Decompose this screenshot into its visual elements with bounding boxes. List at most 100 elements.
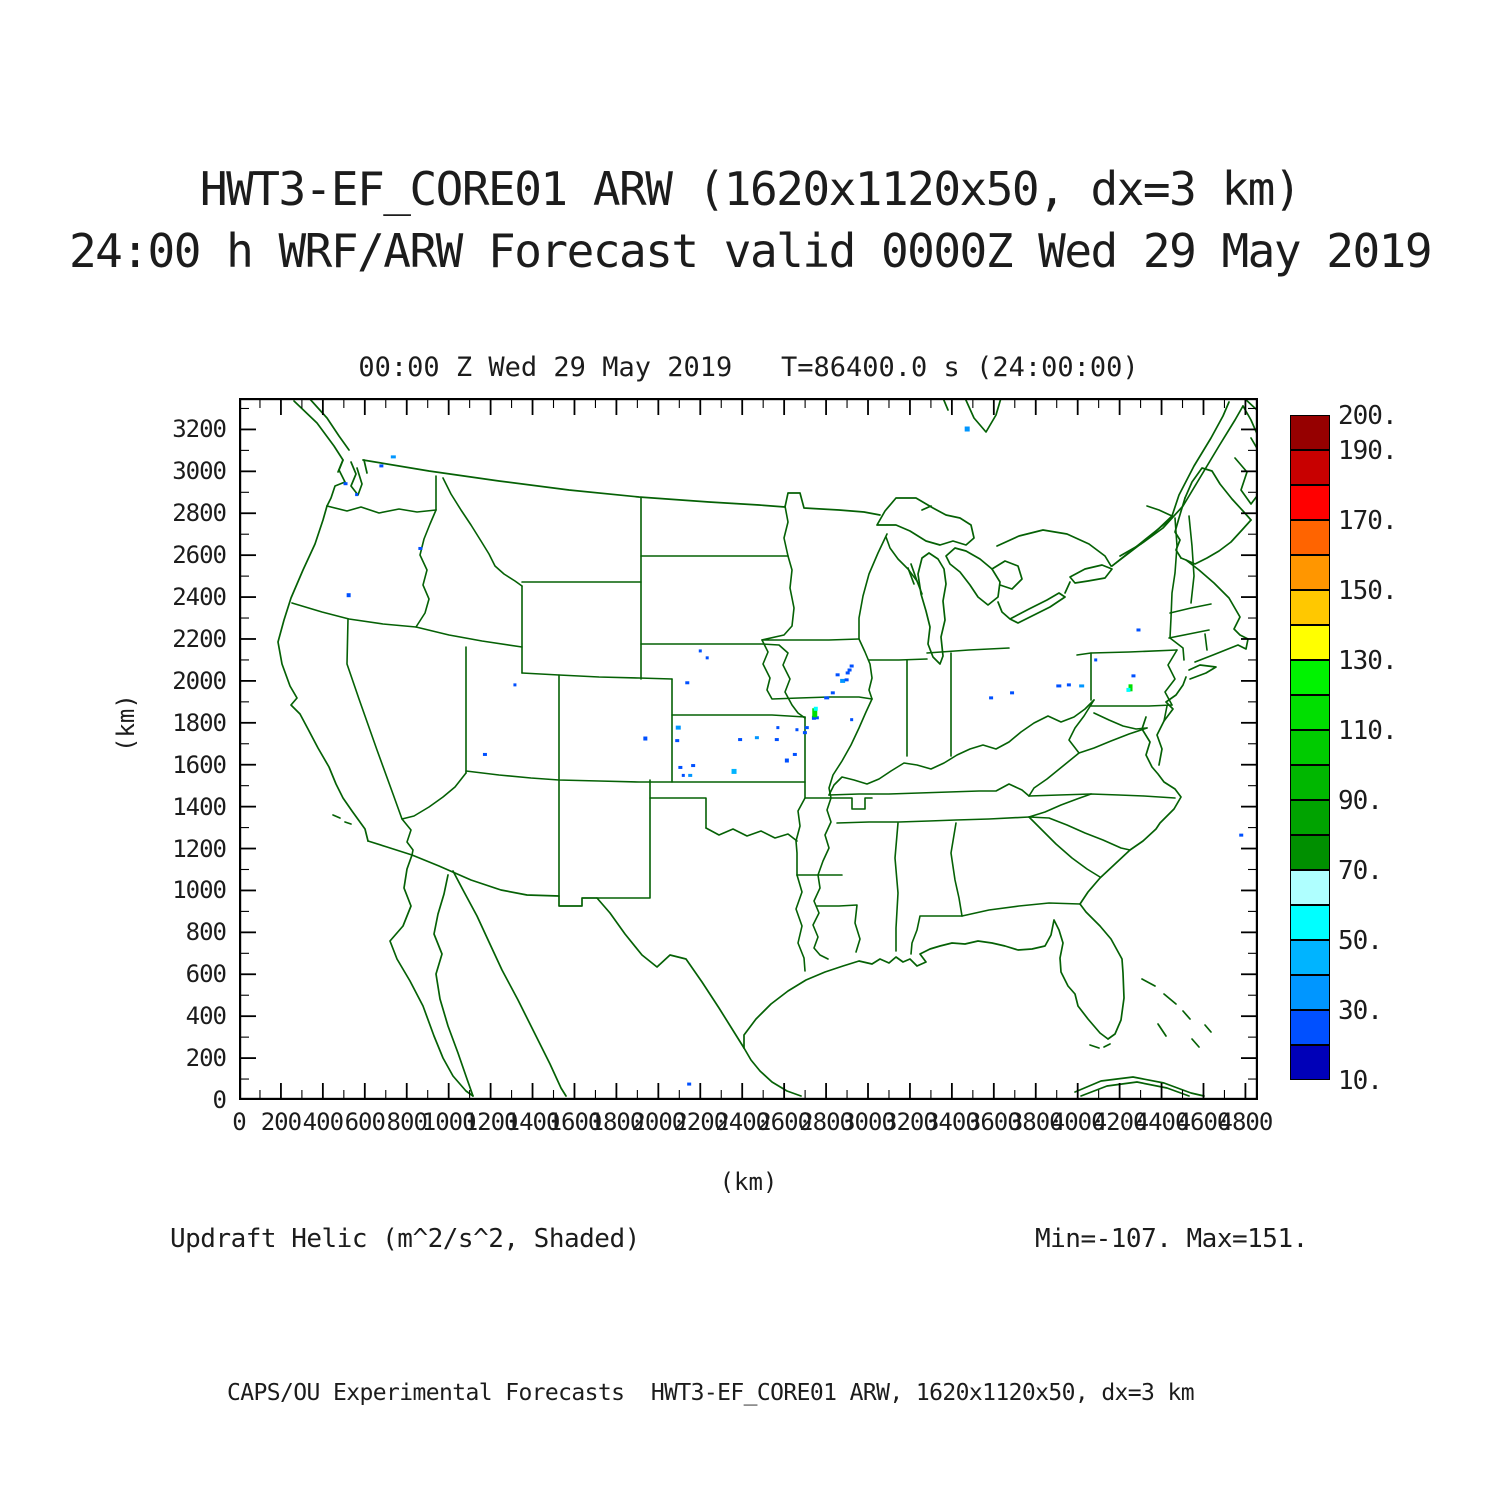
helicity-cell (845, 671, 850, 675)
x-tick-label: 2400 (715, 1108, 770, 1136)
x-tick-label: 0 (232, 1108, 246, 1136)
helicity-cell (835, 673, 840, 677)
colorbar-segment (1290, 520, 1330, 555)
x-tick-label: 1600 (547, 1108, 603, 1136)
us-map-canvas (239, 398, 1258, 1100)
helicity-cell (989, 696, 994, 700)
colorbar-segment (1290, 695, 1330, 730)
x-tick-label: 1400 (505, 1108, 561, 1136)
y-tick-label: 1200 (172, 834, 227, 863)
x-tick-label: 4400 (1134, 1108, 1190, 1136)
colorbar-tick-label: 70. (1338, 856, 1383, 886)
y-tick-label: 2800 (172, 499, 227, 528)
x-tick-label: 1800 (589, 1108, 645, 1136)
helicity-cell (830, 691, 835, 695)
helicity-cell (738, 738, 743, 742)
helicity-cell (731, 768, 737, 774)
helicity-cell (792, 752, 797, 756)
helicity-cell (355, 493, 359, 497)
colorbar-segment (1290, 975, 1330, 1010)
colorbar-tick-label: 30. (1338, 996, 1383, 1026)
helicity-cell (678, 765, 683, 769)
colorbar-segment (1290, 660, 1330, 695)
colorbar-segment (1290, 415, 1330, 450)
colorbar-segment (1290, 1010, 1330, 1045)
colorbar-segment (1290, 905, 1330, 940)
colorbar-tick-label: 130. (1338, 646, 1398, 676)
helicity-cell (681, 773, 685, 777)
helicity-cell (379, 464, 384, 468)
coastlines (277, 398, 1258, 1097)
colorbar-segment (1290, 450, 1330, 485)
colorbar-segment (1290, 485, 1330, 520)
colorbar-segment (1290, 1045, 1330, 1080)
y-tick-label: 1000 (172, 876, 227, 905)
y-tick-label: 2400 (172, 583, 227, 612)
colorbar-segment (1290, 835, 1330, 870)
helicity-cell (840, 678, 846, 683)
helicity-cell (754, 736, 759, 740)
colorbar-segment (1290, 730, 1330, 765)
x-tick-label: 800 (386, 1108, 428, 1136)
colorbar-segment (1290, 800, 1330, 835)
helicity-cell (685, 681, 690, 685)
x-tick-label: 4800 (1218, 1108, 1274, 1136)
colorbar-segment (1290, 870, 1330, 905)
helicity-cells (343, 426, 1244, 1086)
y-tick-label: 2200 (172, 624, 227, 653)
helicity-cell (804, 726, 809, 730)
helicity-cell (482, 752, 487, 756)
x-tick-label: 200 (260, 1108, 302, 1136)
x-axis-label: (km) (719, 1168, 778, 1196)
helicity-cell (513, 683, 517, 687)
helicity-cell (346, 593, 351, 598)
x-tick-label: 3000 (841, 1108, 896, 1136)
helicity-cell (849, 664, 854, 668)
colorbar (1290, 415, 1330, 1080)
helicity-cell (1079, 684, 1085, 688)
y-tick-label: 1800 (172, 708, 227, 737)
helicity-cell (343, 482, 348, 486)
helicity-cell (691, 764, 696, 768)
helicity-cell (1136, 628, 1141, 632)
helicity-cell (643, 736, 648, 741)
x-tick-label: 3400 (924, 1108, 980, 1136)
helicity-cell (418, 546, 423, 550)
helicity-cell (847, 668, 852, 672)
x-tick-label: 600 (344, 1108, 386, 1136)
page-title: HWT3-EF_CORE01 ARW (1620x1120x50, dx=3 k… (199, 162, 1302, 216)
x-tick-label: 2600 (757, 1108, 812, 1136)
y-tick-label: 400 (185, 1002, 227, 1031)
helicity-cell (698, 649, 702, 653)
great-lakes (876, 497, 1113, 665)
helicity-cell (675, 725, 681, 730)
x-tick-label: 1200 (463, 1108, 519, 1136)
x-tick-label: 3600 (966, 1108, 1022, 1136)
y-axis-label: (km) (112, 694, 140, 752)
y-tick-label: 600 (185, 960, 227, 989)
helicity-cell (1131, 674, 1136, 678)
x-tick-label: 2200 (673, 1108, 728, 1136)
helicity-cell (675, 739, 680, 743)
map-plot (239, 398, 1258, 1100)
page-subtitle: 24:00 h WRF/ARW Forecast valid 0000Z Wed… (68, 224, 1433, 278)
minmax-annotation: Min=-107. Max=151. (1035, 1224, 1308, 1254)
colorbar-segment (1290, 940, 1330, 975)
colorbar-tick-label: 190. (1338, 436, 1398, 466)
helicity-cell (802, 731, 807, 735)
y-tick-label: 800 (185, 918, 227, 947)
y-tick-label: 2000 (172, 666, 227, 695)
colorbar-tick-label: 150. (1338, 576, 1398, 606)
helicity-cell (850, 718, 854, 722)
x-tick-label: 4000 (1050, 1108, 1106, 1136)
helicity-cell (1010, 691, 1015, 695)
x-tick-label: 4200 (1092, 1108, 1148, 1136)
field-annotation: Updraft Helic (m^2/s^2, Shaded) (170, 1224, 640, 1254)
colorbar-segment (1290, 625, 1330, 660)
y-tick-label: 2600 (172, 541, 227, 570)
plot-frame (239, 398, 1258, 1100)
helicity-cell (688, 773, 693, 777)
helicity-cell (1239, 833, 1244, 837)
state-borders (291, 475, 1212, 972)
x-tick-label: 4600 (1176, 1108, 1232, 1136)
